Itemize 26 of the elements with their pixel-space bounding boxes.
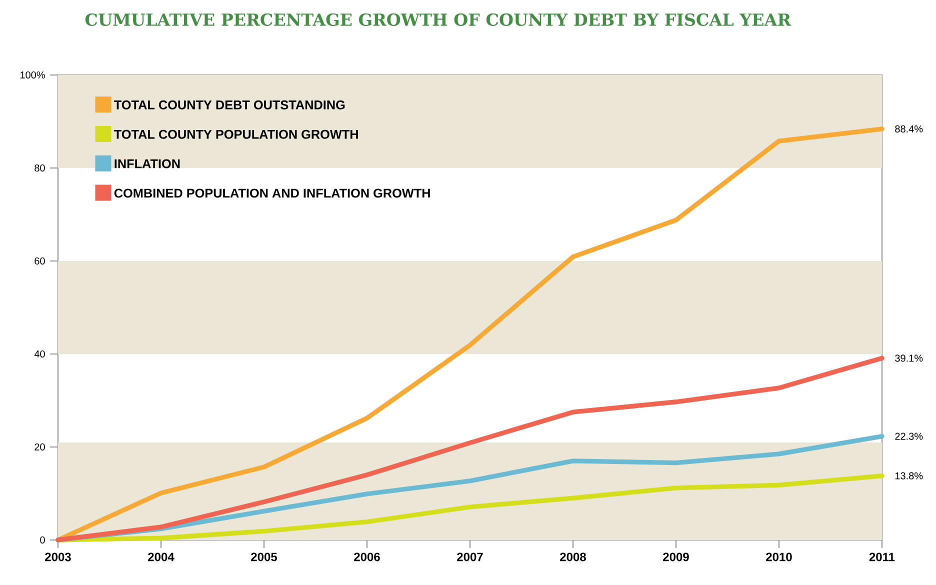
- legend-label: COMBINED POPULATION AND INFLATION GROWTH: [114, 188, 430, 198]
- x-tick-label: 2010: [766, 552, 792, 562]
- x-tick-label: 2003: [45, 552, 71, 562]
- y-tick-label: 0: [40, 536, 45, 544]
- x-tick-label: 2004: [148, 552, 174, 562]
- line-series: [56, 473, 884, 542]
- data-label: 39.1%: [895, 354, 923, 362]
- legend-label: TOTAL COUNTY POPULATION GROWTH: [114, 130, 358, 139]
- legend-label: TOTAL COUNTY DEBT OUTSTANDING: [114, 100, 345, 110]
- x-tick-label: 2009: [663, 552, 689, 562]
- legend-label: INFLATION: [114, 159, 180, 168]
- y-tick-label: 100%: [20, 71, 45, 79]
- y-tick-label: 40: [34, 350, 45, 358]
- y-tick-label: 20: [34, 443, 45, 451]
- line-series: [56, 356, 884, 542]
- chart-title: CUMULATIVE PERCENTAGE GROWTH OF COUNTY DEBT BY FISCAL YEAR: [85, 13, 792, 26]
- x-tick-label: 2005: [251, 552, 278, 562]
- y-tick-label: 60: [34, 257, 45, 265]
- y-tick-label: 80: [34, 164, 45, 172]
- x-tick-label: 2008: [560, 552, 586, 562]
- x-tick-label: 2006: [354, 552, 380, 562]
- x-tick-label: 2007: [457, 552, 483, 562]
- data-label: 13.8%: [895, 472, 923, 480]
- data-label: 88.4%: [895, 125, 923, 132]
- x-tick-label: 2011: [869, 552, 895, 562]
- data-label: 22.3%: [895, 432, 923, 440]
